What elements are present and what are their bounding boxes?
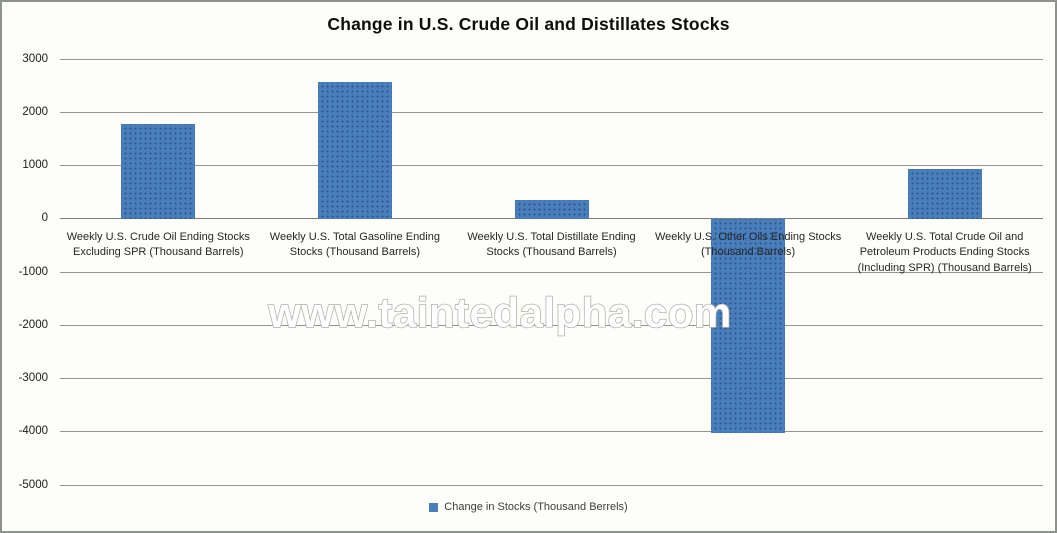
legend-label: Change in Stocks (Thousand Berrels) bbox=[444, 501, 628, 513]
category-label: Weekly U.S. Total Gasoline Ending Stocks… bbox=[269, 230, 440, 259]
y-gridline bbox=[60, 271, 1043, 273]
y-tick-label: 3000 bbox=[22, 52, 48, 65]
category-label: Weekly U.S. Other Oils Ending Stocks (Th… bbox=[654, 230, 842, 259]
y-tick-label: 0 bbox=[41, 212, 48, 225]
watermark: www.taintedalpha.com bbox=[267, 288, 732, 337]
y-tick-label: -1000 bbox=[18, 265, 48, 278]
y-gridline bbox=[60, 431, 1043, 433]
bar bbox=[514, 199, 589, 219]
bar bbox=[317, 81, 392, 219]
y-gridline bbox=[60, 58, 1043, 60]
y-tick-label: -2000 bbox=[18, 318, 48, 331]
legend: Change in Stocks (Thousand Berrels) bbox=[2, 501, 1055, 513]
bar bbox=[711, 218, 786, 434]
category-label: Weekly U.S. Total Crude Oil and Petroleu… bbox=[857, 230, 1032, 274]
bar bbox=[121, 123, 196, 219]
y-gridline bbox=[60, 378, 1043, 379]
y-tick-label: 1000 bbox=[22, 159, 48, 171]
y-gridline bbox=[60, 111, 1043, 113]
zero-axis-line bbox=[60, 218, 1043, 220]
y-gridline bbox=[60, 324, 1043, 326]
category-label: Weekly U.S. Crude Oil Ending Stocks Excl… bbox=[66, 230, 250, 259]
legend-swatch-icon bbox=[429, 502, 439, 512]
chart-title: Change in U.S. Crude Oil and Distillates… bbox=[327, 14, 730, 34]
y-tick-label: -5000 bbox=[18, 478, 48, 491]
category-label: Weekly U.S. Total Distillate Ending Stoc… bbox=[467, 230, 636, 259]
y-gridline bbox=[60, 165, 1043, 166]
y-gridline bbox=[60, 484, 1043, 486]
y-tick-label: -3000 bbox=[18, 372, 48, 384]
y-tick-label: -4000 bbox=[18, 425, 48, 438]
bar bbox=[907, 168, 982, 219]
y-tick-label: 2000 bbox=[22, 105, 48, 118]
